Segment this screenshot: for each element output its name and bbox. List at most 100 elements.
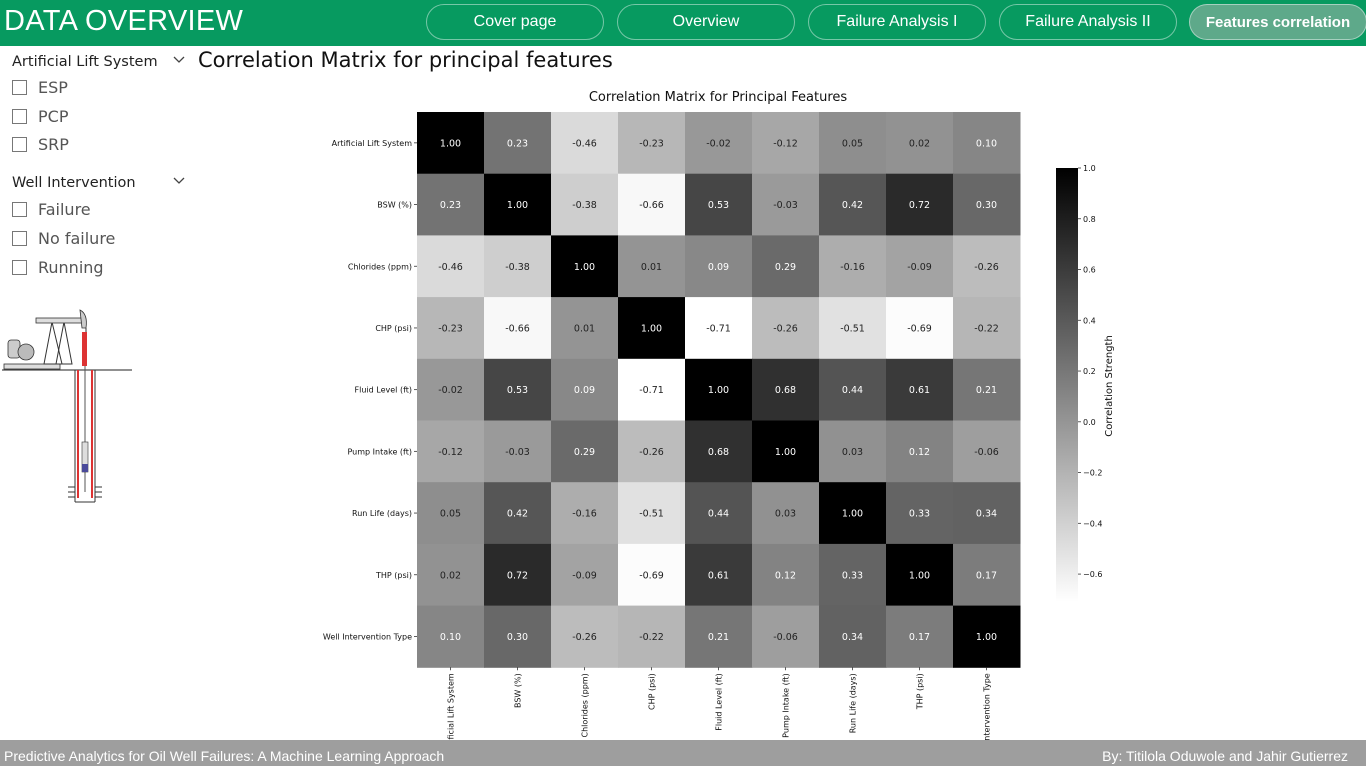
heatmap-cell — [484, 358, 552, 421]
checkbox[interactable] — [12, 109, 27, 124]
heatmap-cell — [819, 297, 887, 360]
filter-option-no-failure[interactable]: No failure — [12, 229, 115, 248]
y-tick-label: Artificial Lift System — [332, 139, 413, 148]
y-tick-label: Well Intervention Type — [323, 632, 412, 641]
cell-value-label: 0.53 — [507, 385, 528, 396]
filter-option-label: ESP — [38, 78, 68, 97]
tab-failure-analysis-2[interactable]: Failure Analysis II — [999, 4, 1177, 40]
heatmap-cell — [819, 482, 887, 545]
filter-option-running[interactable]: Running — [12, 258, 104, 277]
pumpjack-illustration — [2, 309, 132, 503]
checkbox[interactable] — [12, 202, 27, 217]
cell-value-label: 1.00 — [708, 385, 729, 396]
cell-value-label: -0.38 — [505, 262, 530, 273]
heatmap-cell — [886, 605, 954, 668]
cell-value-label: 0.01 — [574, 323, 595, 334]
colorbar-tick-label: 0.8 — [1083, 215, 1096, 224]
x-tick-label: Fluid Level (ft) — [715, 673, 724, 730]
cell-value-label: -0.69 — [907, 323, 932, 334]
heatmap-cell — [551, 420, 619, 483]
app-title: DATA OVERVIEW — [4, 5, 244, 37]
heatmap-cell — [819, 112, 887, 175]
heatmap-cell — [417, 297, 485, 360]
heatmap-cell — [484, 173, 552, 236]
heatmap-cell — [417, 482, 485, 545]
cell-value-label: 0.03 — [775, 509, 796, 520]
page-heading: Correlation Matrix for principal feature… — [198, 48, 613, 72]
cell-value-label: 0.01 — [641, 262, 662, 273]
heatmap-cell — [685, 358, 753, 421]
filter-option-label: Failure — [38, 200, 91, 219]
cell-value-label: -0.12 — [438, 447, 463, 458]
filter-option-label: Running — [38, 258, 104, 277]
cell-value-label: 0.53 — [708, 200, 729, 211]
heatmap-cell — [551, 297, 619, 360]
checkbox[interactable] — [12, 260, 27, 275]
filter-option-esp[interactable]: ESP — [12, 78, 68, 97]
heatmap-cell — [484, 235, 552, 298]
heatmap-cell — [551, 605, 619, 668]
filter-option-failure[interactable]: Failure — [12, 200, 91, 219]
cell-value-label: -0.03 — [505, 447, 530, 458]
filter-option-srp[interactable]: SRP — [12, 135, 69, 154]
x-tick-label: THP (psi) — [916, 673, 925, 710]
heatmap-cell — [551, 235, 619, 298]
heatmap-cell — [752, 605, 820, 668]
x-tick-label: Chlorides (ppm) — [581, 673, 590, 737]
chevron-down-icon[interactable] — [173, 54, 185, 66]
heatmap-cell — [953, 358, 1021, 421]
heatmap-cell — [417, 543, 485, 607]
heatmap-cell — [953, 297, 1021, 360]
cell-value-label: -0.09 — [907, 262, 932, 273]
colorbar-tick-label: 0.4 — [1083, 316, 1096, 325]
cell-value-label: -0.16 — [840, 262, 865, 273]
cell-value-label: 0.34 — [842, 632, 863, 643]
cell-value-label: 0.33 — [842, 570, 863, 581]
artificial-lift-filter-title[interactable]: Artificial Lift System — [12, 54, 158, 70]
cell-value-label: 0.10 — [440, 632, 461, 643]
cell-value-label: 0.02 — [440, 570, 461, 581]
heatmap-cell — [752, 543, 820, 607]
cell-value-label: 0.02 — [909, 138, 930, 149]
heatmap-cell — [886, 543, 954, 607]
heatmap-cell — [417, 605, 485, 668]
x-tick-label: Run Life (days) — [849, 673, 858, 733]
heatmap-cell — [819, 358, 887, 421]
filter-sidebar: Artificial Lift System ESP PCP SRP Well … — [0, 46, 195, 736]
heatmap-cell — [484, 482, 552, 545]
cell-value-label: 1.00 — [641, 323, 662, 334]
cell-value-label: 0.44 — [708, 509, 729, 520]
heatmap-cell — [417, 173, 485, 236]
heatmap-cell — [417, 420, 485, 483]
cell-value-label: 0.05 — [842, 138, 863, 149]
well-intervention-filter-title[interactable]: Well Intervention — [12, 175, 136, 191]
heatmap-cell — [551, 543, 619, 607]
tab-features-correlation[interactable]: Features correlation — [1189, 4, 1366, 40]
filter-option-pcp[interactable]: PCP — [12, 107, 68, 126]
cell-value-label: 0.23 — [440, 200, 461, 211]
checkbox[interactable] — [12, 231, 27, 246]
checkbox[interactable] — [12, 80, 27, 95]
cell-value-label: 0.72 — [909, 200, 930, 211]
heatmap-cell — [484, 543, 552, 607]
heatmap-cell — [819, 173, 887, 236]
cell-value-label: 0.12 — [775, 570, 796, 581]
heatmap-cell — [953, 605, 1021, 668]
heatmap-cell — [685, 543, 753, 607]
colorbar-tick-label: 1.0 — [1083, 164, 1096, 173]
chevron-down-icon[interactable] — [173, 175, 185, 187]
heatmap-cell — [417, 358, 485, 421]
tab-overview[interactable]: Overview — [617, 4, 795, 40]
tab-cover-page[interactable]: Cover page — [426, 4, 604, 40]
heatmap-cell — [685, 605, 753, 668]
heatmap-cell — [886, 420, 954, 483]
cell-value-label: 1.00 — [842, 509, 863, 520]
heatmap-cell — [819, 420, 887, 483]
cell-value-label: 0.05 — [440, 509, 461, 520]
checkbox[interactable] — [12, 137, 27, 152]
heatmap-cell — [886, 358, 954, 421]
colorbar-tick-label: −0.2 — [1083, 469, 1102, 478]
tab-failure-analysis-1[interactable]: Failure Analysis I — [808, 4, 986, 40]
heatmap-cell — [618, 543, 686, 607]
cell-value-label: -0.22 — [974, 323, 999, 334]
